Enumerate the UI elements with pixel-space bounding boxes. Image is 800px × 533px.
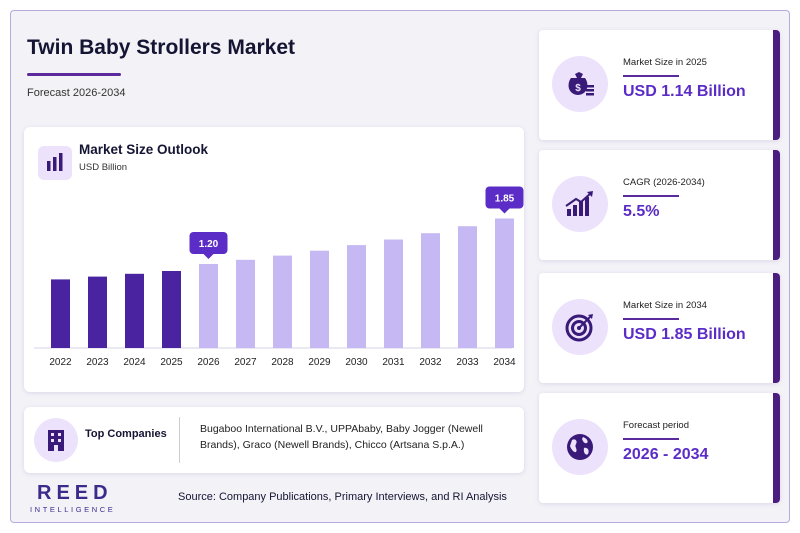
kpi-label: CAGR (2026-2034) [623,177,705,188]
target-icon [552,299,608,355]
globe-icon [552,419,608,475]
kpi-value: USD 1.85 Billion [623,326,746,343]
x-tick-label-2028: 2028 [271,357,294,368]
page-subtitle: Forecast 2026-2034 [27,87,126,99]
chart-unit-label: USD Billion [79,162,128,173]
callout-2026: 1.20 [189,232,228,259]
kpi-label: Market Size in 2025 [623,57,707,68]
x-tick-label-2032: 2032 [419,357,442,368]
x-tick-label-2022: 2022 [49,357,72,368]
bar-2032 [421,233,440,348]
x-tick-label-2029: 2029 [308,357,331,368]
top-companies-card: Top Companies Bugaboo International B.V.… [24,407,524,473]
bar-2027 [236,259,255,348]
callout-2034: 1.85 [485,186,524,214]
growth-chart-icon [552,176,608,232]
bar-2022 [51,279,70,348]
bar-2024 [125,273,144,348]
bar-2033 [458,226,477,348]
kpi-card-cagr: CAGR (2026-2034) 5.5% [539,150,780,260]
market-size-chart-card: Market Size Outlook USD Billion 2022 2023… [24,127,524,392]
title-underline [27,73,121,76]
bar-2025 [162,271,181,348]
callout-pointer [203,254,214,259]
bar-2034 [495,218,514,348]
kpi-label: Market Size in 2034 [623,300,707,311]
callout-pointer [499,208,510,214]
kpi-value: 2026 - 2034 [623,446,709,463]
x-tick-label-2033: 2033 [456,357,479,368]
bar-2030 [347,245,366,348]
callout-box [189,232,228,254]
kpi-card-market-size-2025: $ Market Size in 2025 USD 1.14 Billion [539,30,780,140]
bar-2029 [310,250,329,348]
kpi-divider [623,318,679,320]
kpi-value: 5.5% [623,203,660,220]
bar-2026 [199,264,218,348]
building-icon [34,418,78,462]
x-tick-label-2023: 2023 [86,357,109,368]
kpi-card-market-size-2034: Market Size in 2034 USD 1.85 Billion [539,273,780,383]
svg-text:$: $ [575,83,581,94]
source-note: Source: Company Publications, Primary In… [178,491,507,503]
top-companies-list: Bugaboo International B.V., UPPAbaby, Ba… [200,423,483,451]
callout-label: 1.85 [495,194,515,205]
x-tick-label-2027: 2027 [234,357,257,368]
kpi-card-forecast-period: Forecast period 2026 - 2034 [539,393,780,503]
kpi-divider [623,195,679,197]
bar-2028 [273,255,292,348]
brand-logo-name: REED [37,482,113,504]
bar-chart-icon [38,146,72,180]
x-tick-label-2030: 2030 [345,357,368,368]
top-companies-label: Top Companies [85,428,167,440]
money-bag-icon: $ [552,56,608,112]
brand-logo-subtitle: INTELLIGENCE [30,505,116,514]
page-title: Twin Baby Strollers Market [27,36,296,59]
kpi-divider [623,75,679,77]
companies-divider [179,417,180,463]
x-tick-label-2024: 2024 [123,357,146,368]
bar-2023 [88,276,107,348]
kpi-divider [623,438,679,440]
kpi-value: USD 1.14 Billion [623,83,746,100]
chart-title: Market Size Outlook [79,142,209,157]
bar-2031 [384,239,403,348]
callout-box [485,186,524,209]
x-tick-label-2025: 2025 [160,357,183,368]
kpi-label: Forecast period [623,420,690,431]
x-tick-label-2026: 2026 [197,357,220,368]
callout-label: 1.20 [199,239,219,250]
x-tick-label-2034: 2034 [493,357,516,368]
x-tick-label-2031: 2031 [382,357,405,368]
bar-chart: 2022 2023 2024 2025 2026 2027 2028 2029 2030 2031… [34,186,524,368]
